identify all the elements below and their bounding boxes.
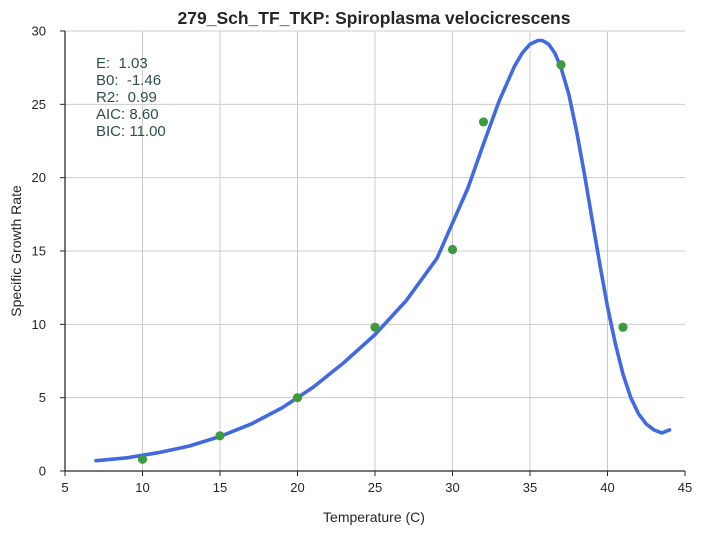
fit-curve-layer bbox=[94, 38, 672, 463]
x-tick-label: 35 bbox=[523, 480, 537, 495]
y-tick-label: 25 bbox=[32, 97, 46, 112]
x-axis-title: Temperature (C) bbox=[323, 509, 425, 525]
observed-data-point bbox=[370, 322, 380, 332]
x-tick-label: 5 bbox=[61, 480, 68, 495]
y-tick-label: 15 bbox=[32, 244, 46, 259]
fit-stat-line: B0: -1.46 bbox=[96, 72, 161, 89]
observed-data-point bbox=[618, 322, 628, 332]
chart-title: 279_Sch_TF_TKP: Spiroplasma velocicresce… bbox=[178, 8, 571, 28]
y-tick-label: 20 bbox=[32, 170, 46, 185]
x-tick-label: 10 bbox=[135, 480, 149, 495]
y-tick-label: 5 bbox=[39, 390, 46, 405]
y-tick-label: 0 bbox=[39, 464, 46, 479]
observed-data-point bbox=[556, 60, 566, 70]
observed-data-point bbox=[292, 393, 303, 403]
y-tick-label: 30 bbox=[32, 24, 46, 39]
observed-data-point bbox=[478, 117, 489, 127]
x-tick-label: 45 bbox=[678, 480, 692, 495]
y-axis-title: Specific Growth Rate bbox=[8, 185, 24, 317]
observed-points-layer bbox=[137, 60, 628, 464]
x-tick-label: 30 bbox=[445, 480, 459, 495]
x-tick-label: 15 bbox=[213, 480, 227, 495]
fit-stat-line: E: 1.03 bbox=[96, 55, 148, 72]
observed-data-point bbox=[137, 454, 148, 464]
grid-lines bbox=[65, 30, 685, 471]
observed-data-point bbox=[447, 244, 458, 255]
fit-stat-line: BIC: 11.00 bbox=[96, 123, 166, 140]
x-tick-label: 20 bbox=[290, 480, 304, 495]
fit-stat-line: AIC: 8.60 bbox=[96, 106, 159, 123]
x-tick-label: 40 bbox=[600, 480, 614, 495]
y-tick-label: 10 bbox=[32, 317, 46, 332]
fit-curve-line bbox=[94, 38, 672, 463]
x-tick-label: 25 bbox=[368, 480, 382, 495]
fit-stat-line: R2: 0.99 bbox=[96, 89, 157, 106]
observed-data-point bbox=[215, 431, 225, 441]
axes bbox=[60, 30, 686, 476]
